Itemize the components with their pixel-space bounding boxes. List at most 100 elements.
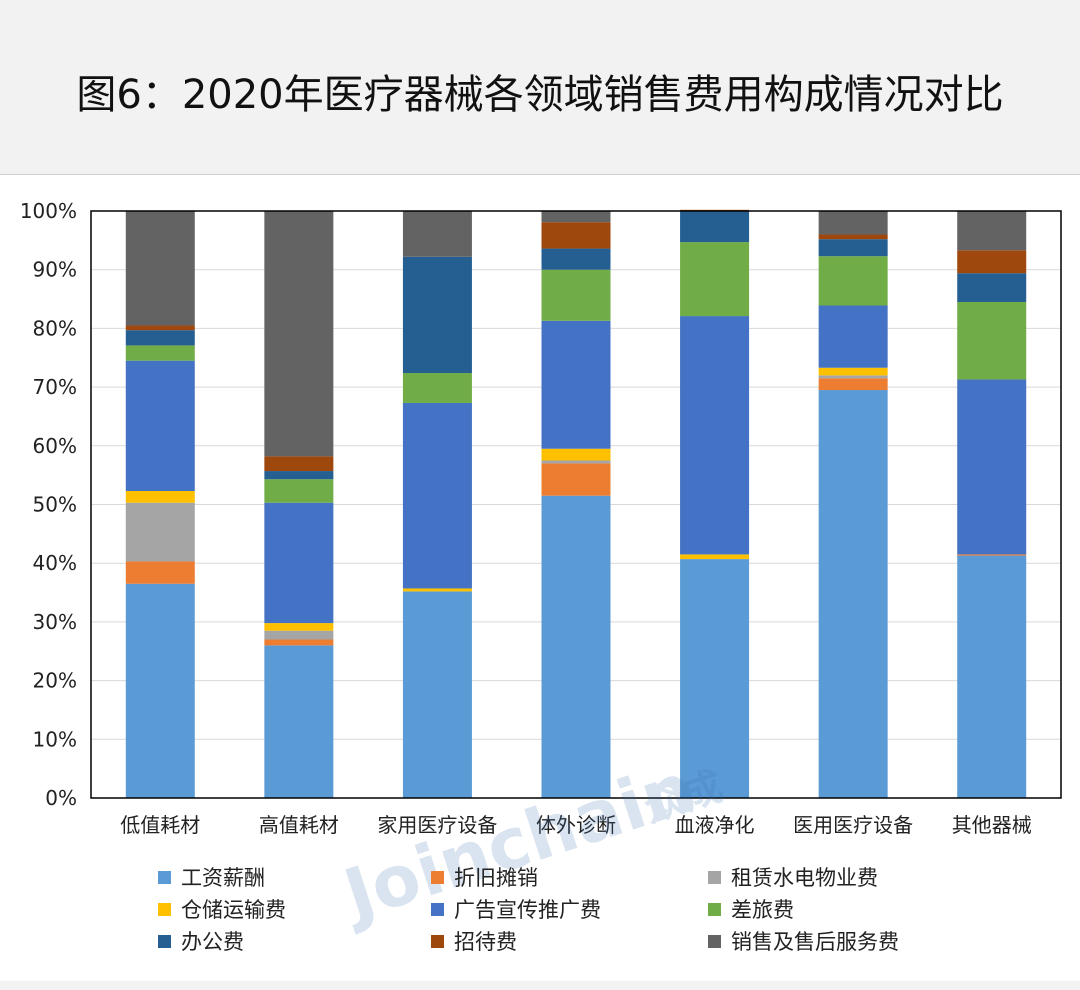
legend-swatch xyxy=(708,902,721,916)
legend-swatch xyxy=(431,902,444,916)
bar-segment xyxy=(680,242,750,317)
bar-segment xyxy=(818,211,888,235)
bar-segment xyxy=(402,373,472,403)
bar-segment xyxy=(264,639,334,646)
bar-segment xyxy=(125,345,195,361)
bar-segment xyxy=(541,463,611,496)
legend-label: 办公费 xyxy=(181,930,244,954)
legend-swatch xyxy=(708,870,721,884)
bar-segment xyxy=(125,583,195,798)
legend-item: 广告宣传推广费 xyxy=(431,893,601,925)
y-tick-label: 0% xyxy=(45,786,77,810)
x-tick-label: 家用医疗设备 xyxy=(377,813,497,837)
x-tick-label: 体外诊断 xyxy=(536,813,616,837)
legend-swatch xyxy=(158,870,171,884)
bar-segment xyxy=(957,555,1027,798)
bar-segment xyxy=(541,460,611,464)
bar-segment xyxy=(818,239,888,257)
legend-swatch xyxy=(431,870,444,884)
legend-swatch xyxy=(158,934,171,948)
bar-segment xyxy=(264,211,334,457)
bar-segment xyxy=(264,502,334,624)
bar-segment xyxy=(957,379,1027,555)
bar-segment xyxy=(125,490,195,503)
bar-segment xyxy=(264,623,334,631)
y-tick-label: 20% xyxy=(33,669,77,693)
page-title: 图6：2020年医疗器械各领域销售费用构成情况对比 xyxy=(76,72,1004,118)
bar-segment xyxy=(125,360,195,491)
legend-item: 租赁水电物业费 xyxy=(708,861,878,893)
bar-segment xyxy=(680,211,750,243)
bar-segment xyxy=(818,375,888,379)
legend-item: 办公费 xyxy=(158,925,244,957)
chart-panel: 0% 10% 20% 30% 40% 50% 60% 70% 80% 90% 100% 低值耗材 高值… xyxy=(0,174,1080,982)
y-tick-label: 90% xyxy=(33,258,77,282)
legend-label: 广告宣传推广费 xyxy=(454,898,601,922)
bar-segment xyxy=(818,234,888,240)
bar-segment xyxy=(818,378,888,391)
x-tick-label: 低值耗材 xyxy=(120,813,200,837)
legend-item: 仓储运输费 xyxy=(158,893,286,925)
legend: 工资薪酬 折旧摊销 租赁水电物业费仓储运输费 广告宣传推广费 差旅费办公费 招待费 销售及售… xyxy=(0,861,1080,961)
y-tick-label: 80% xyxy=(33,316,77,340)
bar-segment xyxy=(680,554,750,560)
bar-segment xyxy=(125,561,195,584)
bar-segment xyxy=(402,211,472,257)
bar-segment xyxy=(264,471,334,480)
legend-label: 租赁水电物业费 xyxy=(731,866,878,890)
stacked-bar-chart: 0% 10% 20% 30% 40% 50% 60% 70% 80% 90% 100% 低值耗材 高值… xyxy=(20,199,1062,937)
bar-segment xyxy=(541,495,611,798)
legend-swatch xyxy=(708,934,721,948)
legend-swatch xyxy=(158,902,171,916)
y-tick-label: 40% xyxy=(33,551,77,575)
bar-segment xyxy=(957,273,1027,302)
y-tick-label: 10% xyxy=(33,727,77,751)
legend-label: 差旅费 xyxy=(731,898,794,922)
x-tick-label: 医用医疗设备 xyxy=(793,813,913,837)
bar-segment xyxy=(402,591,472,798)
bar-segment xyxy=(125,330,195,346)
bar-segment xyxy=(957,211,1027,251)
bars xyxy=(125,209,1027,798)
bar-segment xyxy=(541,269,611,321)
bar-segment xyxy=(541,211,611,223)
header: 图6：2020年医疗器械各领域销售费用构成情况对比 xyxy=(0,0,1080,174)
bar-segment xyxy=(541,320,611,449)
legend-swatch xyxy=(431,934,444,948)
bar-segment xyxy=(818,367,888,376)
bar-segment xyxy=(957,250,1027,274)
bar-segment xyxy=(125,325,195,331)
bar-segment xyxy=(818,305,888,368)
legend-item: 工资薪酬 xyxy=(158,861,265,893)
bar-segment xyxy=(402,256,472,374)
bar-segment xyxy=(957,554,1027,556)
bar-segment xyxy=(541,248,611,270)
bar-segment xyxy=(125,502,195,562)
bar-segment xyxy=(541,222,611,249)
legend-label: 折旧摊销 xyxy=(454,866,538,890)
x-tick-label: 血液净化 xyxy=(675,813,755,837)
bar-segment xyxy=(541,448,611,461)
y-tick-labels: 0% 10% 20% 30% 40% 50% 60% 70% 80% 90% 100% xyxy=(20,199,77,810)
bar-segment xyxy=(125,211,195,326)
legend-label: 仓储运输费 xyxy=(181,898,286,922)
legend-item: 折旧摊销 xyxy=(431,861,538,893)
bar-segment xyxy=(680,316,750,555)
legend-label: 销售及售后服务费 xyxy=(731,930,899,954)
bar-segment xyxy=(264,479,334,503)
y-tick-label: 30% xyxy=(33,610,77,634)
bar-segment xyxy=(264,456,334,472)
bar-segment xyxy=(818,390,888,798)
bar-segment xyxy=(402,588,472,592)
bar-segment xyxy=(402,402,472,589)
x-tick-label: 高值耗材 xyxy=(259,813,339,837)
plot-frame xyxy=(90,210,1062,799)
bar-segment xyxy=(264,645,334,798)
bar-segment xyxy=(680,559,750,798)
legend-item: 招待费 xyxy=(431,925,517,957)
y-tick-label: 70% xyxy=(33,375,77,399)
y-tick-label: 60% xyxy=(33,434,77,458)
legend-item: 差旅费 xyxy=(708,893,794,925)
legend-label: 招待费 xyxy=(454,930,517,954)
bar-segment xyxy=(264,630,334,640)
